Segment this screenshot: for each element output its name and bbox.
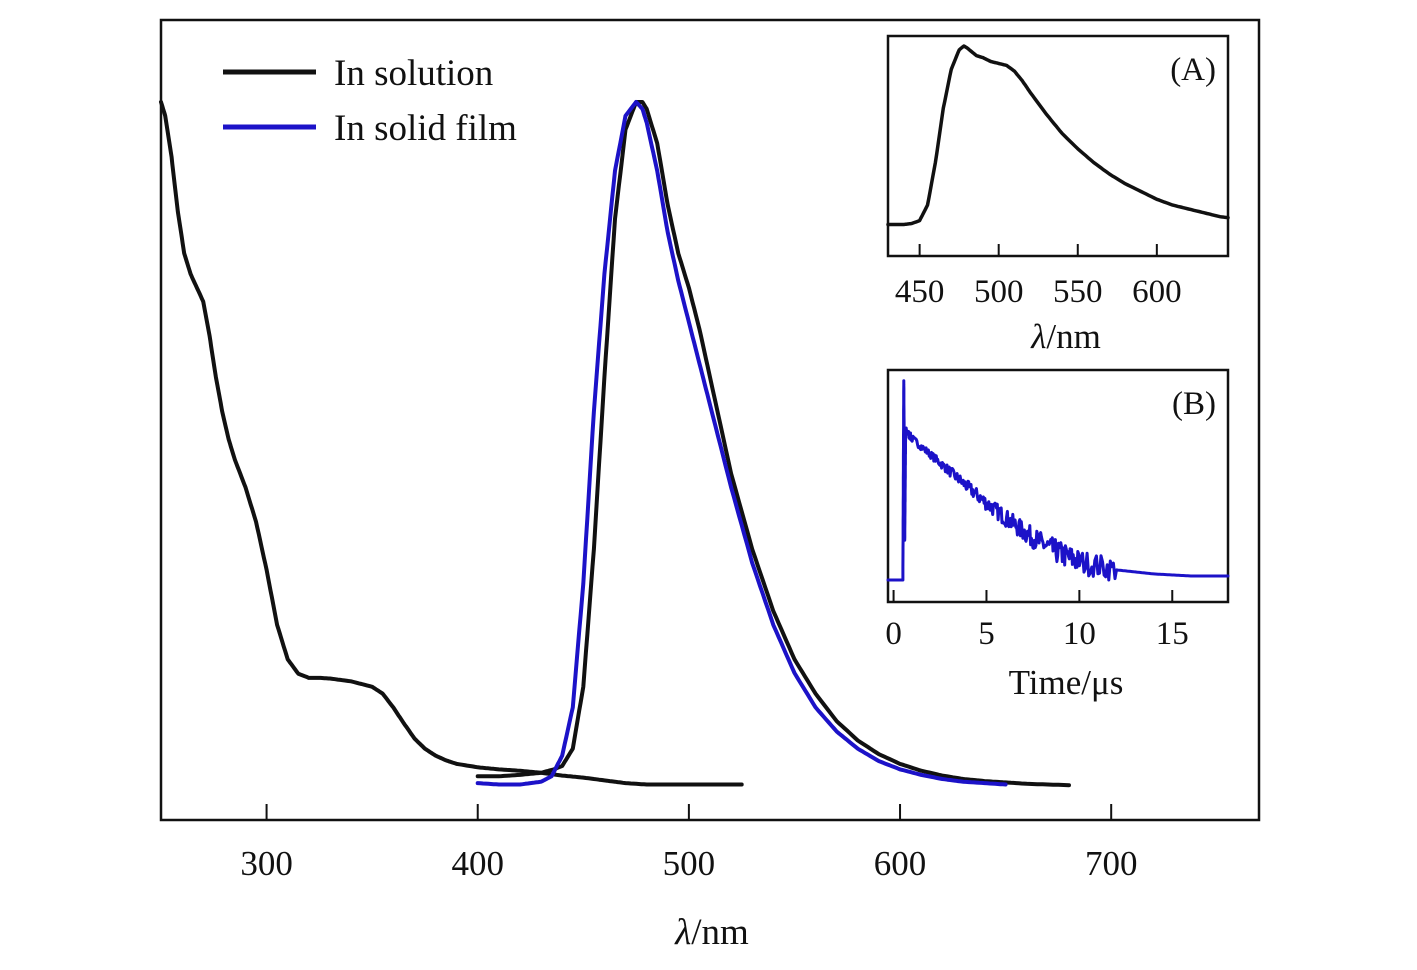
inset-a-x-axis-symbol: λ — [1030, 317, 1046, 356]
x-tick-label-450: 450 — [895, 274, 945, 310]
x-tick-label-700: 700 — [1085, 844, 1138, 883]
x-tick-label-5: 5 — [978, 616, 995, 652]
x-tick-label-550: 550 — [1053, 274, 1103, 310]
x-tick-label-400: 400 — [451, 844, 504, 883]
legend: In solution In solid film — [223, 53, 517, 149]
legend-label-solution: In solution — [334, 53, 493, 94]
x-tick-label-10: 10 — [1063, 616, 1096, 652]
x-tick-label-600: 600 — [1132, 274, 1182, 310]
main-x-axis-unit: /nm — [691, 912, 749, 953]
inset-b-label: (B) — [1172, 386, 1216, 422]
inset-a-x-axis-unit: /nm — [1046, 317, 1100, 356]
main-line-in-solution-1 — [475, 100, 1071, 788]
inset-b-x-ticks: 0 5 10 15 — [885, 590, 1189, 652]
inset-a-frame — [886, 34, 1230, 258]
inset-a-x-ticks: 450 500 550 600 — [895, 244, 1182, 310]
inset-b-x-axis-title: Time/μs — [1009, 663, 1124, 702]
inset-b-line-decay-b--0 — [886, 379, 1230, 582]
main-line-in-solid-film-0 — [475, 100, 1008, 787]
x-tick-label-500: 500 — [974, 274, 1024, 310]
main-x-axis-symbol: λ — [674, 912, 691, 953]
main-x-axis-title: λ/nm — [674, 912, 749, 953]
x-tick-label-0: 0 — [885, 616, 902, 652]
inset-a-x-axis-title: λ/nm — [1030, 317, 1101, 356]
inset-a-series — [886, 44, 1230, 227]
legend-label-film: In solid film — [334, 108, 517, 149]
x-tick-label-300: 300 — [240, 844, 293, 883]
inset-a-line-emission-a--0 — [886, 44, 1230, 227]
inset-a-label: (A) — [1170, 52, 1216, 88]
main-x-ticks: 300 400 500 600 700 — [240, 804, 1137, 883]
inset-b-frame — [886, 368, 1230, 604]
x-tick-label-15: 15 — [1156, 616, 1189, 652]
inset-b-series — [886, 379, 1230, 582]
main-line-in-solution-0 — [159, 100, 744, 787]
main-series — [159, 100, 1071, 788]
x-tick-label-600: 600 — [874, 844, 927, 883]
x-tick-label-500: 500 — [663, 844, 716, 883]
main-plot-frame — [159, 18, 1261, 822]
